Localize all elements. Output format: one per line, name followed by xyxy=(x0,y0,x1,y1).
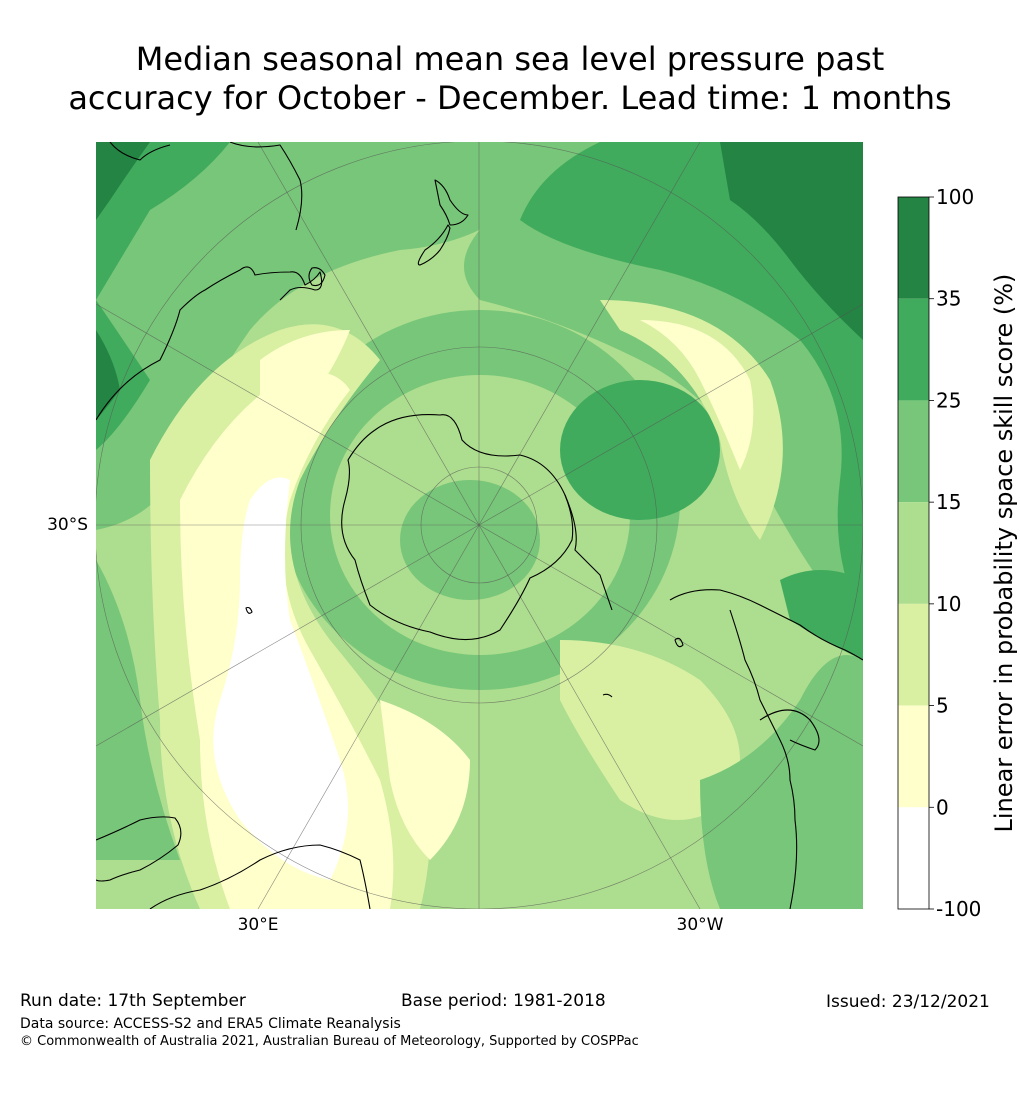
coast-south-georgia xyxy=(602,693,613,698)
coast-tasmania xyxy=(308,267,326,287)
field-band-lower-right xyxy=(700,655,863,909)
field-low-upper-left xyxy=(260,330,350,414)
field-darkest-left-edge xyxy=(96,330,120,420)
coast-south-america-east xyxy=(759,709,820,751)
lon-label-30w: 30°W xyxy=(677,915,724,935)
colorbar-segment xyxy=(898,298,929,401)
colorbar-segment xyxy=(898,705,929,808)
colorbar-segment xyxy=(898,502,929,604)
graticule-line-6 xyxy=(478,142,701,526)
colorbar-tick-label: 100 xyxy=(936,185,974,209)
colorbar-tick-label: 10 xyxy=(936,592,961,616)
graticule-line-12 xyxy=(478,524,701,909)
graticule-line-9 xyxy=(96,524,480,747)
coast-antarctica xyxy=(341,414,574,641)
lon-label-30e: 30°E xyxy=(238,915,279,935)
graticule-line-10 xyxy=(478,524,863,747)
field-high-upper-left xyxy=(96,142,230,300)
field-high-upper-right xyxy=(520,142,863,620)
colorbar-segment xyxy=(898,400,929,503)
title-line-1: Median seasonal mean sea level pressure … xyxy=(135,40,885,78)
colorbar-tick-label: 0 xyxy=(936,795,949,819)
field-darkest-upper-right xyxy=(720,142,863,340)
field-band-upper-left xyxy=(96,142,560,530)
colorbar-tick-label: 15 xyxy=(936,490,961,514)
colorbar-label: Linear error in probability space skill … xyxy=(990,274,1018,833)
coast-antarctic-peninsula xyxy=(564,494,613,611)
coast-africa xyxy=(96,816,182,882)
issued-date: Issued: 23/12/2021 xyxy=(826,992,990,1012)
coast-new-zealand-north xyxy=(434,179,469,226)
copyright: © Commonwealth of Australia 2021, Austra… xyxy=(20,1034,639,1049)
lat-label-30s: 30°S xyxy=(47,515,88,535)
map-panel xyxy=(96,142,863,909)
field-low-right-arc-inner xyxy=(640,320,754,470)
colorbar-segment xyxy=(898,807,929,909)
coast-australia xyxy=(96,266,323,421)
colorbar-tick-label: 35 xyxy=(936,287,961,311)
coastlines xyxy=(96,142,863,909)
graticule-line-8 xyxy=(478,303,863,526)
graticule xyxy=(96,142,863,909)
colorbar-tick-label: -100 xyxy=(936,897,981,921)
graticule-line-5 xyxy=(257,142,480,526)
colorbar-segment xyxy=(898,603,929,706)
colorbar: 100 35 25 15 10 5 0 -100 xyxy=(897,185,981,921)
colorbar-tick-label: 25 xyxy=(936,388,961,412)
base-period: Base period: 1981-2018 xyxy=(401,991,606,1011)
coast-kerguelen xyxy=(245,606,253,614)
field-band-lower-left xyxy=(96,560,180,860)
data-source: Data source: ACCESS-S2 and ERA5 Climate … xyxy=(20,1016,401,1032)
graticule-line-11 xyxy=(257,524,480,909)
coast-falklands xyxy=(674,637,684,648)
graticule-line-7 xyxy=(96,303,480,526)
field-negative-left xyxy=(213,477,348,880)
run-date: Run date: 17th September xyxy=(20,991,246,1011)
field-mid-patch xyxy=(560,380,720,520)
colorbar-segment xyxy=(898,197,929,299)
field-low-lower-center xyxy=(380,700,470,860)
coast-australia-northwest xyxy=(109,142,171,161)
field-high-left-edge xyxy=(96,300,150,450)
field-high-right-edge xyxy=(780,570,863,660)
field-mid-core xyxy=(660,425,700,475)
field-low-lower-right xyxy=(560,640,740,820)
coast-madagascar xyxy=(149,844,371,909)
coast-new-zealand-south xyxy=(417,224,451,266)
chart-title: Median seasonal mean sea level pressure … xyxy=(0,40,1020,118)
colorbar-frame xyxy=(897,196,930,910)
title-line-2: accuracy for October - December. Lead ti… xyxy=(68,79,952,117)
colorbar-tick-label: 5 xyxy=(936,694,949,718)
field-darkest-upper-left xyxy=(96,142,150,220)
coast-south-america xyxy=(669,589,863,909)
coast-australia-north xyxy=(229,142,303,231)
